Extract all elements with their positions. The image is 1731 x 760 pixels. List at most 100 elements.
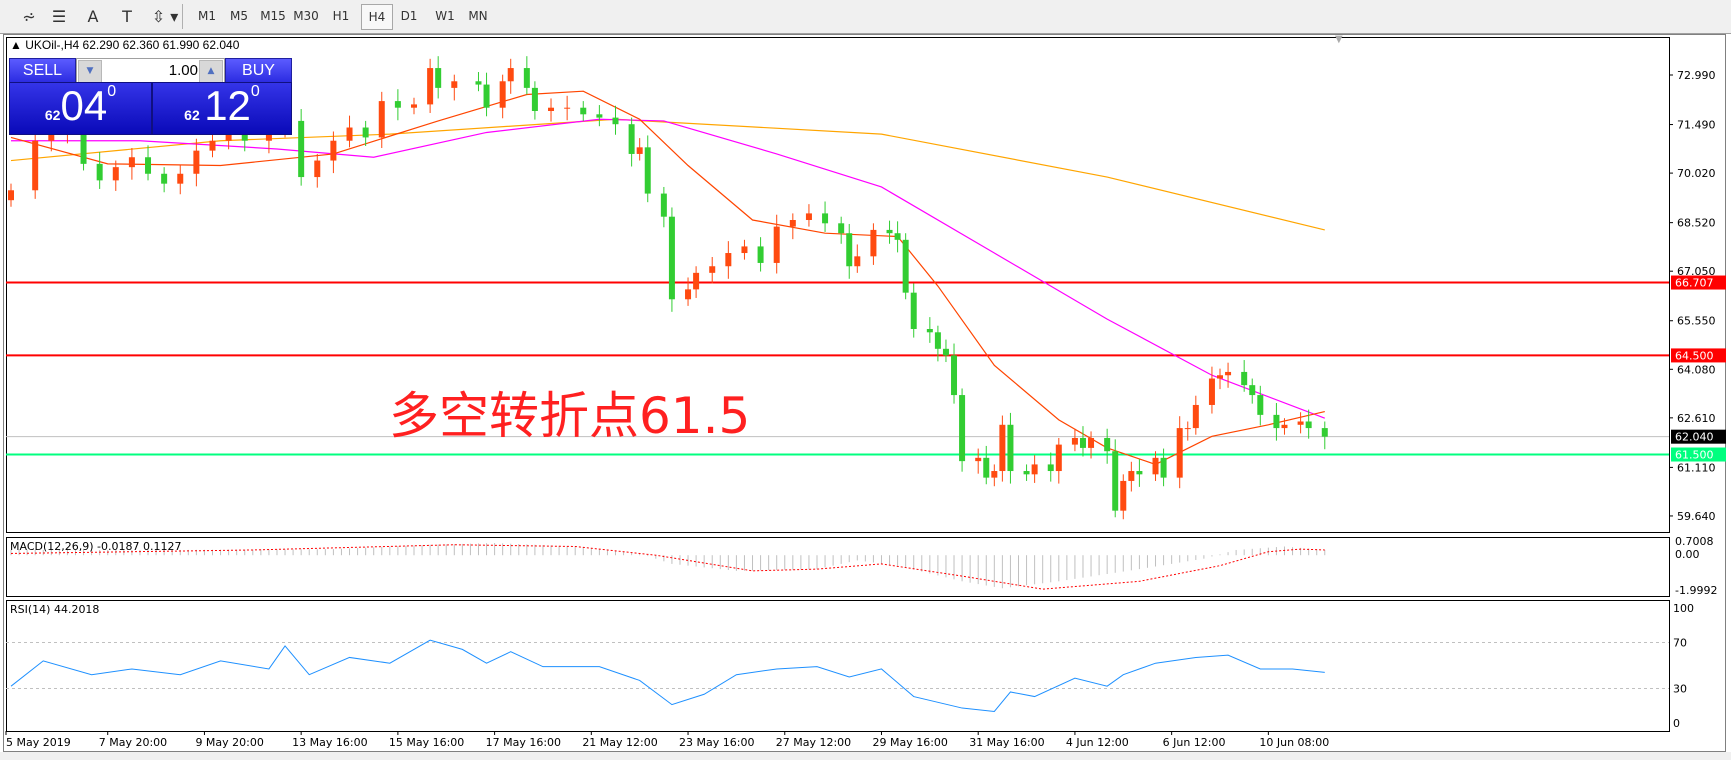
candle-body bbox=[112, 167, 119, 181]
fibonacci-fan-icon[interactable]: ☰ bbox=[51, 6, 67, 26]
candle-body bbox=[1023, 471, 1030, 475]
rsi-tick-label: 30 bbox=[1673, 683, 1687, 696]
candle-body bbox=[427, 68, 434, 105]
candle-body bbox=[1160, 457, 1167, 478]
timeframe-mn[interactable]: MN bbox=[468, 9, 488, 23]
time-tick-label: 10 Jun 08:00 bbox=[1259, 736, 1329, 749]
candle-body bbox=[8, 190, 14, 201]
time-tick-label: 4 Jun 12:00 bbox=[1066, 736, 1129, 749]
time-tick-label: 6 Jun 12:00 bbox=[1163, 736, 1226, 749]
elliott-tool-icon[interactable]: ⩫ bbox=[22, 6, 36, 26]
level-price-badge bbox=[1671, 348, 1726, 363]
symbol-info: ▲ UKOil-,H4 62.290 62.360 61.990 62.040 bbox=[10, 38, 239, 52]
candle-body bbox=[1297, 421, 1304, 425]
rsi-pane-frame bbox=[6, 600, 1670, 732]
candle-body bbox=[1104, 437, 1111, 452]
timeframe-m5[interactable]: M5 bbox=[230, 9, 248, 23]
timeframe-m1[interactable]: M1 bbox=[198, 9, 216, 23]
candle-body bbox=[32, 140, 39, 191]
symbol-ohlc: UKOil-,H4 62.290 62.360 61.990 62.040 bbox=[25, 38, 240, 52]
candle-body bbox=[902, 239, 909, 293]
candle-body bbox=[854, 256, 861, 267]
rsi-label: RSI(14) 44.2018 bbox=[10, 603, 99, 616]
candle-body bbox=[983, 457, 990, 478]
timeframe-m15[interactable]: M15 bbox=[260, 9, 286, 23]
lot-increase-button[interactable]: ▲ bbox=[199, 60, 223, 83]
candle-body bbox=[846, 233, 853, 267]
candle-body bbox=[612, 117, 619, 125]
candle-body bbox=[596, 114, 603, 118]
candle-body bbox=[870, 229, 877, 257]
price-tick-label: 64.080 bbox=[1677, 363, 1716, 376]
candle-body bbox=[1079, 437, 1086, 448]
candle-body bbox=[822, 213, 829, 224]
candle-body bbox=[1225, 371, 1232, 376]
buy-button[interactable]: BUY bbox=[225, 58, 292, 84]
time-tick-label: 13 May 16:00 bbox=[292, 736, 367, 749]
lot-size-input[interactable]: 1.00 bbox=[168, 62, 198, 79]
candle-body bbox=[475, 81, 482, 85]
arrows-tool-icon[interactable]: ⇳ ▾ bbox=[151, 6, 179, 26]
toolbar-separator bbox=[182, 4, 183, 29]
collapse-triangle-icon[interactable]: ▲ bbox=[10, 38, 26, 52]
timeframe-h1[interactable]: H1 bbox=[332, 9, 350, 23]
candle-body bbox=[1176, 428, 1183, 478]
candle-body bbox=[805, 213, 812, 221]
rsi-tick-label: 100 bbox=[1673, 602, 1694, 615]
sell-price-button[interactable]: 62040 bbox=[9, 82, 152, 135]
buy-price-main: 12 bbox=[204, 82, 251, 129]
sell-button[interactable]: SELL bbox=[9, 58, 76, 84]
candle-body bbox=[193, 150, 200, 174]
chart-annotation-text[interactable]: 多空转折点61.5 bbox=[389, 387, 751, 445]
text-label-tool-icon[interactable]: T bbox=[122, 6, 132, 26]
buy-price-button[interactable]: 62 120 bbox=[152, 82, 292, 135]
timeframe-m30[interactable]: M30 bbox=[293, 9, 319, 23]
lot-decrease-button[interactable]: ▼ bbox=[78, 60, 102, 83]
candle-body bbox=[128, 157, 135, 168]
candle-body bbox=[564, 107, 571, 109]
macd-label: MACD(12,26,9) -0.0187 0.1127 bbox=[10, 540, 181, 553]
rsi-tick-label: 70 bbox=[1673, 637, 1687, 650]
text-tool-icon[interactable]: A bbox=[87, 6, 99, 26]
candle-body bbox=[411, 104, 417, 108]
level-price-label: 66.707 bbox=[1675, 277, 1714, 290]
time-tick-label: 9 May 20:00 bbox=[195, 736, 263, 749]
buy-price-prefix: 62 bbox=[184, 107, 200, 123]
timeframe-w1[interactable]: W1 bbox=[435, 9, 455, 23]
candle-body bbox=[942, 348, 949, 356]
candle-body bbox=[1047, 464, 1054, 472]
timeframe-h4[interactable]: H4 bbox=[361, 4, 393, 30]
timeframe-d1[interactable]: D1 bbox=[400, 9, 418, 23]
macd-signal-line bbox=[10, 544, 1325, 590]
price-chart[interactable]: ▼ 72.990 71.490 70.020 68.520 67.050 65.550 64.… bbox=[0, 34, 1731, 756]
candle-body bbox=[741, 246, 748, 254]
level-price-label: 64.500 bbox=[1675, 349, 1714, 362]
chart-background bbox=[0, 34, 1731, 756]
candle-body bbox=[1281, 424, 1288, 429]
price-tick-label: 61.110 bbox=[1677, 461, 1716, 474]
candle-body bbox=[96, 163, 103, 181]
sell-price-prefix: 62 bbox=[44, 107, 61, 123]
main-pane-frame bbox=[6, 37, 1670, 533]
candle-body bbox=[636, 147, 643, 154]
candle-body bbox=[265, 130, 272, 141]
candle-body bbox=[523, 68, 530, 88]
shift-marker-icon: ▼ bbox=[1335, 34, 1343, 45]
price-tick-label: 67.050 bbox=[1677, 265, 1716, 278]
candle-body bbox=[330, 140, 337, 161]
candle-body bbox=[926, 329, 933, 333]
level-price-label: 62.040 bbox=[1675, 431, 1714, 444]
candle-body bbox=[934, 332, 941, 349]
candle-body bbox=[773, 226, 780, 263]
chart-window[interactable]: ▼ 72.990 71.490 70.020 68.520 67.050 65.550 64.… bbox=[0, 34, 1731, 756]
candle-body bbox=[1321, 428, 1328, 437]
candle-body bbox=[709, 266, 716, 273]
macd-pane-frame bbox=[6, 537, 1670, 597]
candle-body bbox=[1136, 471, 1143, 475]
candle-body bbox=[1088, 437, 1095, 448]
candle-body bbox=[483, 84, 490, 108]
candle-body bbox=[209, 140, 216, 151]
bottom-strip bbox=[0, 752, 1731, 756]
candle-body bbox=[1112, 451, 1119, 511]
candle-body bbox=[1305, 421, 1312, 429]
